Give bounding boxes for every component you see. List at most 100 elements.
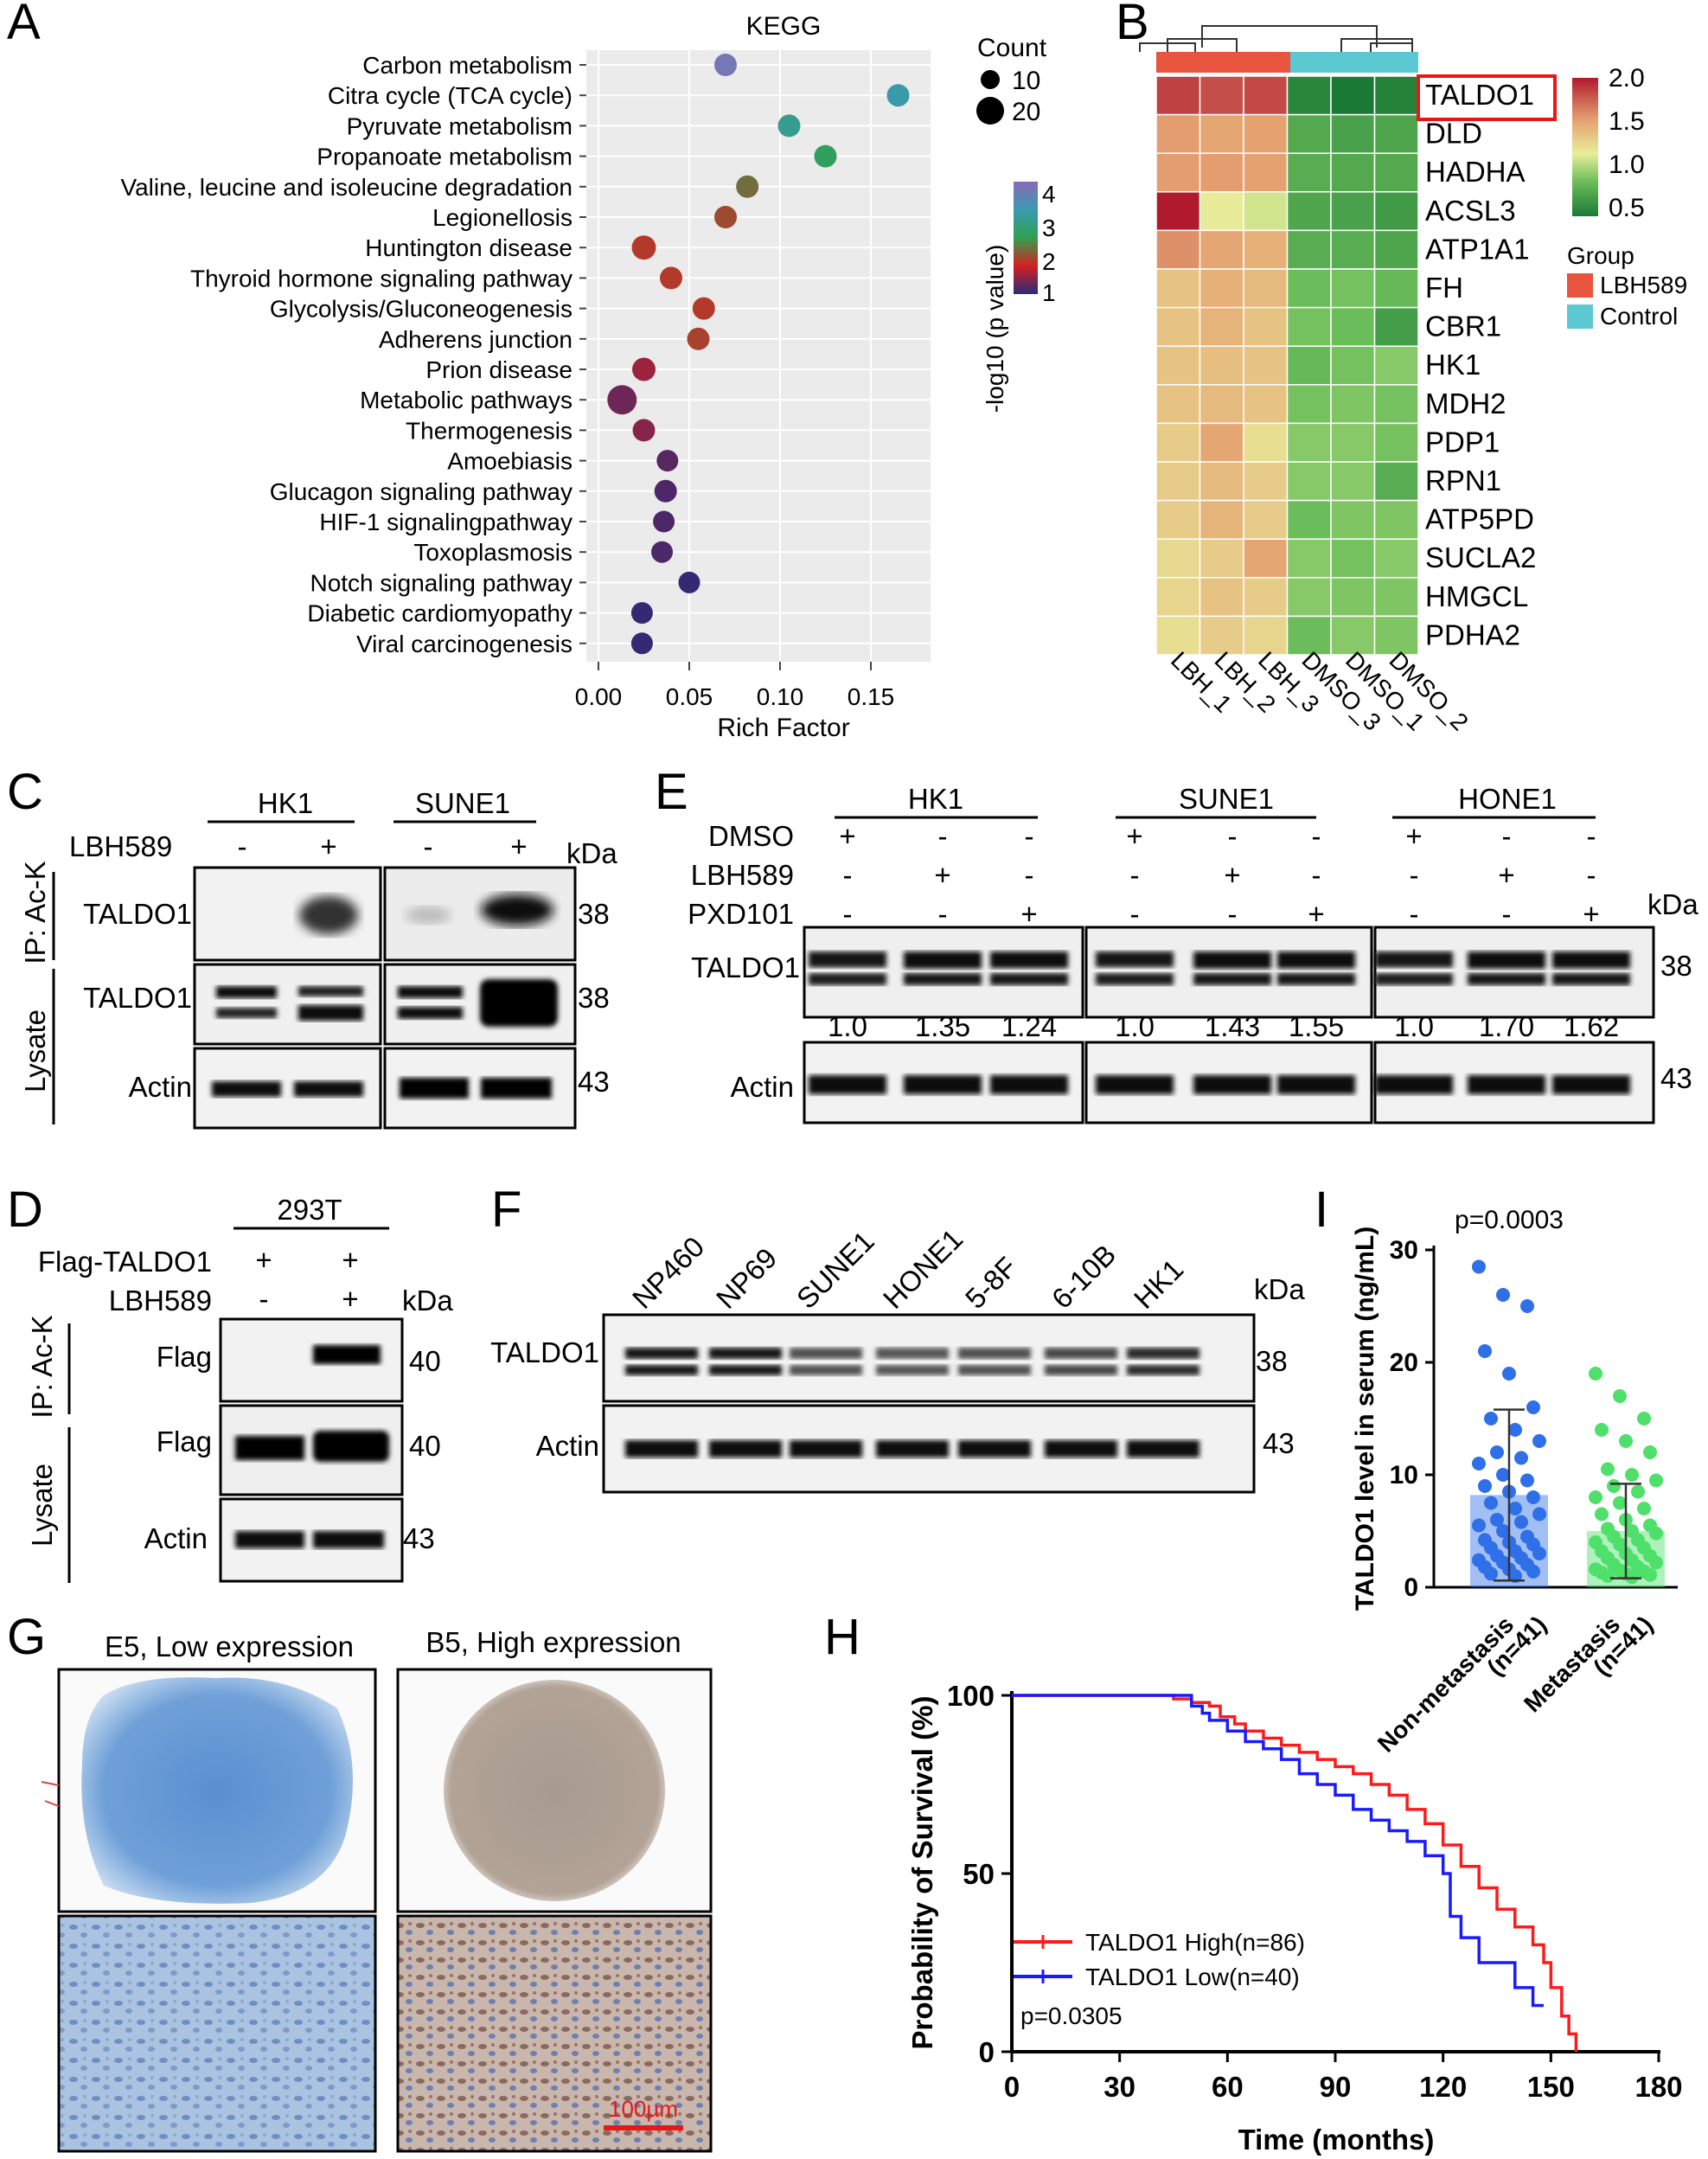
- heatmap-cell: [1286, 499, 1332, 540]
- e-sign: +: [1583, 898, 1599, 930]
- heatmap-cell: [1373, 152, 1419, 193]
- heatmap-cell: [1155, 268, 1201, 309]
- heatmap-cell: [1373, 538, 1419, 579]
- a-xtick-label: 0.10: [757, 683, 804, 710]
- panel-label-g: G: [7, 1609, 46, 1665]
- panel-c-mw-1: 38: [578, 898, 610, 930]
- heatmap-cell: [1330, 384, 1376, 425]
- h-curve-low: [1012, 1694, 1545, 2008]
- heatmap-cell: [1330, 113, 1376, 154]
- panel-label-a: A: [7, 0, 41, 50]
- i-point: [1520, 1473, 1534, 1488]
- panel-c-mw-2: 38: [578, 982, 610, 1014]
- e-sign: -: [1025, 820, 1034, 852]
- heatmap-cell: [1155, 615, 1201, 656]
- i-point: [1532, 1507, 1546, 1522]
- heatmap-cell: [1330, 461, 1376, 502]
- panel-d-sign-1-2: +: [342, 1244, 358, 1276]
- h-xtick-label: 150: [1527, 2071, 1575, 2103]
- heatmap-cell: [1373, 229, 1419, 270]
- i-point: [1490, 1445, 1504, 1459]
- e-band-actin: [1193, 1075, 1271, 1094]
- e-band-upper: [1375, 951, 1453, 968]
- heatmap-gene-label: SUCLA2: [1425, 541, 1536, 573]
- e-band-lower: [1468, 973, 1545, 985]
- heatmap-cell: [1330, 499, 1376, 540]
- a-category-label: Valine, leucine and isoleucine degradati…: [120, 174, 573, 201]
- a-dot: [630, 632, 653, 655]
- heatmap-cell: [1155, 577, 1201, 618]
- heatmap-cell: [1155, 538, 1201, 579]
- a-xtick-label: 0.05: [666, 683, 713, 710]
- e-band-upper: [990, 951, 1068, 969]
- i-point: [1526, 1400, 1540, 1414]
- f-band-lower: [709, 1365, 782, 1375]
- a-dot: [654, 479, 677, 503]
- a-dot: [651, 541, 673, 563]
- panel-e-western: HK1 SUNE1 HONE1 DMSO LBH589 PXD101 + - - + -…: [688, 783, 1698, 1124]
- heatmap-cell: [1330, 345, 1376, 386]
- heatmap-gene-label: PDHA2: [1425, 618, 1520, 650]
- heatmap-cell: [1199, 538, 1244, 579]
- i-point: [1484, 1566, 1498, 1581]
- e-sign: -: [938, 898, 948, 930]
- heatmap-cell: [1286, 268, 1332, 309]
- i-point: [1649, 1526, 1663, 1541]
- f-line-label: 6-10B: [1046, 1239, 1122, 1315]
- panel-e-row-taldo1: TALDO1: [691, 951, 800, 983]
- i-point: [1490, 1513, 1504, 1527]
- panel-f-row-actin: Actin: [536, 1430, 599, 1462]
- a-xtick-label: 0.15: [848, 683, 895, 710]
- panel-label-i: I: [1315, 1182, 1328, 1238]
- panel-h-pvalue: p=0.0305: [1020, 2002, 1123, 2029]
- f-band-upper: [876, 1348, 949, 1359]
- i-point: [1643, 1445, 1657, 1459]
- heatmap-cell: [1199, 152, 1244, 193]
- f-band-actin: [709, 1440, 782, 1457]
- panel-h-xlabel: Time (months): [1238, 2124, 1435, 2156]
- e-sign: -: [1130, 859, 1140, 891]
- heatmap-gene-label: ATP5PD: [1425, 503, 1534, 535]
- panel-c-sign-3: -: [424, 830, 433, 862]
- i-point: [1649, 1473, 1663, 1488]
- i-point: [1625, 1468, 1639, 1482]
- i-point: [1514, 1515, 1528, 1529]
- h-ytick-label: 100: [947, 1680, 995, 1712]
- heatmap-gene-label: DLD: [1425, 118, 1482, 150]
- a-category-label: Adherens junction: [379, 326, 573, 353]
- i-point: [1637, 1412, 1651, 1425]
- heatmap-cell: [1330, 229, 1376, 270]
- heatmap-cell: [1243, 615, 1289, 656]
- panel-label-c: C: [7, 764, 43, 820]
- heatmap-cell: [1199, 461, 1244, 502]
- panel-d-sign-1-1: +: [255, 1244, 272, 1276]
- heatmap-cell: [1243, 538, 1289, 579]
- h-xtick-label: 0: [1004, 2071, 1020, 2103]
- e-band-lower: [1277, 973, 1355, 985]
- panel-e-mw-2: 43: [1660, 1062, 1692, 1094]
- panel-d-treat-2: LBH589: [109, 1285, 212, 1317]
- panel-d-sign-2-1: -: [259, 1283, 269, 1315]
- e-band-upper: [1552, 951, 1630, 969]
- heatmap-cell: [1373, 191, 1419, 232]
- e-sign: -: [1312, 859, 1321, 891]
- heatmap-cell: [1243, 461, 1289, 502]
- heatmap-gene-label: CBR1: [1425, 311, 1501, 343]
- panel-i-bar-dot: p=0.0003 0 10 20 30 TALDO1 level in serum (…: [1351, 1206, 1678, 1758]
- a-category-label: Toxoplasmosis: [413, 539, 573, 566]
- heatmap-cell: [1286, 538, 1332, 579]
- a-dot: [736, 175, 759, 198]
- heatmap-cell: [1199, 422, 1244, 463]
- a-dot: [653, 510, 675, 533]
- f-band-actin: [1127, 1440, 1199, 1457]
- i-point: [1472, 1259, 1486, 1274]
- heatmap-cell: [1243, 75, 1289, 116]
- i-point: [1649, 1555, 1663, 1570]
- heatmap-cell: [1330, 615, 1376, 656]
- ihc-low-zoom: [57, 1914, 377, 2153]
- heatmap-cell: [1199, 577, 1244, 618]
- heatmap-cell: [1155, 345, 1201, 386]
- panel-e-treat-dmso: DMSO: [708, 820, 794, 852]
- heatmap-cell: [1373, 345, 1419, 386]
- panel-label-e: E: [655, 764, 688, 820]
